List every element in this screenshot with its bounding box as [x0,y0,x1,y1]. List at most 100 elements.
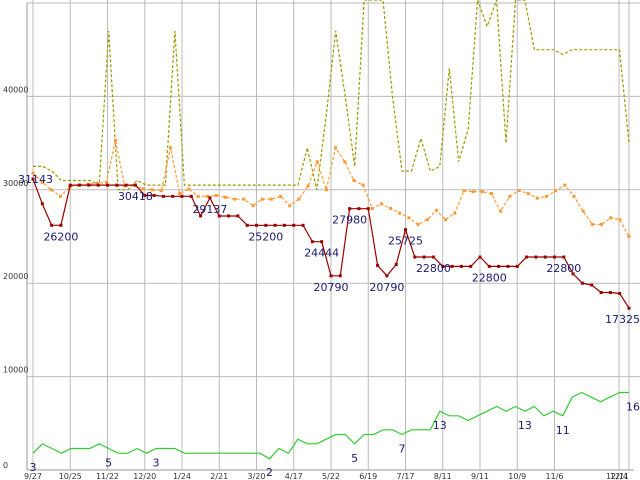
series-marker [394,263,398,267]
series-marker [580,281,584,285]
series-marker [106,183,109,187]
series-layer [31,0,631,460]
series-marker [459,264,463,268]
x-tick-label: 6/19 [359,472,377,480]
series-marker [422,255,426,259]
series-marker [224,195,228,199]
series-marker [544,194,548,198]
series-marker [143,193,147,197]
series-marker [489,192,493,196]
y-tick-label: 20000 [3,272,28,281]
series-marker [376,263,380,267]
series-marker [627,306,631,310]
series-marker [431,255,435,259]
series-marker [590,222,594,226]
x-tick-label: 9/11 [471,472,489,480]
series-marker [404,228,407,232]
y-tick-label: 30000 [3,179,28,188]
series-marker [282,223,286,227]
series-marker [572,194,576,198]
series-marker [310,240,314,244]
series-marker [379,202,383,206]
series-marker [31,177,35,181]
series-marker [236,214,240,218]
series-marker [517,189,521,193]
series-marker [49,188,53,192]
series-marker [315,160,319,164]
x-tick-label: 7/17 [397,472,415,480]
data-label: 20790 [314,281,349,294]
x-tick-label: 12/4 [610,472,628,480]
series-marker [114,138,118,142]
series-marker [366,207,370,211]
series-marker [178,192,182,196]
series-marker [609,216,613,220]
series-marker [251,204,255,208]
series-marker [599,291,603,295]
data-label: 17325 [605,313,640,326]
data-label: 11 [556,424,570,437]
y-tick-label: 0 [3,461,8,470]
series-marker [171,194,175,198]
series-marker [96,183,100,187]
series-marker [416,222,420,226]
series-marker [348,207,352,211]
series-marker [196,194,200,198]
series-marker [50,223,54,227]
series-marker [324,188,328,192]
vertical-gridlines [32,0,630,470]
series-marker [150,188,154,192]
series-marker [525,255,529,259]
data-label-layer: 31143 26200 30418 29137 25200 24444 20790 27980… [18,173,640,479]
series-marker [471,190,475,194]
series-marker [526,192,530,196]
series-marker [306,184,310,188]
series-marker [40,180,44,184]
series-marker [608,291,612,295]
series-marker [78,183,82,187]
series-marker [161,194,165,198]
series-marker [444,218,448,222]
y-axis-ticks: 0 10000 20000 30000 40000 50000 [3,0,28,470]
series-marker [292,223,296,227]
data-label: 3 [30,461,37,474]
series-marker [343,160,347,164]
series-marker [398,211,402,215]
series-marker [59,194,63,198]
series-marker [227,214,231,218]
x-tick-label: 5/22 [322,472,340,480]
series-marker [480,190,484,194]
series-marker [407,216,411,220]
series-marker [133,183,137,187]
series-marker [255,223,258,227]
series-marker [152,193,156,197]
data-label: 25725 [388,235,423,248]
series-marker [599,222,603,226]
x-tick-label: 11/22 [96,472,119,480]
series-marker [499,209,503,213]
data-label: 26200 [43,230,78,243]
series-marker [535,196,539,200]
series-marker [264,223,268,227]
series-marker [497,264,501,268]
y-tick-label: 50000 [3,0,28,1]
x-axis-ticks: 9/27 10/25 11/22 12/20 1/24 2/21 3/20 4/17 5/22 6… [24,472,629,480]
series-marker [169,146,173,150]
series-marker [68,183,72,187]
series-marker [553,255,556,259]
series-marker [543,255,547,259]
series-marker [242,197,246,201]
horizontal-gridlines [27,2,640,378]
data-label: 3 [152,457,159,470]
data-label: 20790 [369,281,404,294]
series-marker [506,264,510,268]
x-tick-label: 10/9 [508,472,526,480]
x-tick-label: 12/20 [133,472,156,480]
series-marker [199,214,203,218]
data-label: 22800 [472,271,507,284]
data-label: 16 [626,400,640,413]
series-marker [260,197,264,201]
series-marker [189,194,193,198]
